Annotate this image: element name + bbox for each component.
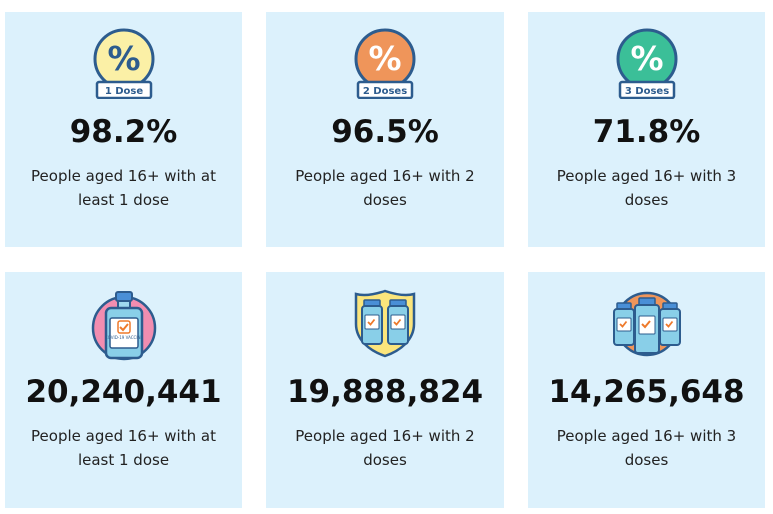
- badge-label: 2 Doses: [363, 86, 407, 97]
- vial-label: COVID-19 VACCINE: [104, 335, 143, 340]
- two-vials-shield-icon: [354, 289, 416, 358]
- stat-card-2-doses-percent: % 2 Doses 96.5% People aged 16+ with 2 d…: [266, 12, 504, 247]
- stat-value: 14,265,648: [548, 374, 745, 410]
- stat-value: 19,888,824: [286, 374, 484, 410]
- svg-text:%: %: [368, 39, 401, 78]
- stat-value: 71.8%: [592, 114, 701, 150]
- stat-value: 98.2%: [69, 114, 178, 150]
- svg-text:%: %: [630, 39, 663, 78]
- vaccine-illustration: COVID-19 VACCINE: [5, 288, 242, 362]
- stat-card-3-doses-percent: % 3 Doses 71.8% People aged 16+ with 3 d…: [528, 12, 765, 247]
- badge-label: 3 Doses: [624, 86, 668, 97]
- percent-badge: % 2 Doses: [266, 27, 504, 99]
- stat-description: People aged 16+ with 3 doses: [556, 427, 737, 469]
- three-vials-icon: [612, 291, 681, 357]
- percent-2-doses-icon: % 2 Doses: [354, 28, 416, 99]
- percent-1-dose-icon: % 1 Dose: [93, 28, 154, 99]
- stat-description: People aged 16+ with 2 doses: [295, 427, 475, 469]
- stat-card-1-dose-count: COVID-19 VACCINE 20,240,441 People aged …: [5, 272, 242, 508]
- stat-value: 20,240,441: [25, 374, 222, 410]
- percent-badge: % 3 Doses: [528, 27, 765, 99]
- single-vial-icon: COVID-19 VACCINE: [91, 291, 156, 361]
- svg-text:%: %: [107, 39, 140, 78]
- percent-3-doses-icon: % 3 Doses: [616, 28, 677, 99]
- stat-description: People aged 16+ with 2 doses: [295, 167, 475, 209]
- vaccine-illustration: [528, 288, 765, 358]
- badge-label: 1 Dose: [104, 86, 143, 97]
- vaccine-illustration: [266, 288, 504, 358]
- stat-description: People aged 16+ with at least 1 dose: [31, 427, 216, 469]
- stat-card-2-doses-count: 19,888,824 People aged 16+ with 2 doses: [266, 272, 504, 508]
- stat-card-1-dose-percent: % 1 Dose 98.2% People aged 16+ with at l…: [5, 12, 242, 247]
- stat-card-3-doses-count: 14,265,648 People aged 16+ with 3 doses: [528, 272, 765, 508]
- percent-badge: % 1 Dose: [5, 27, 242, 99]
- stat-description: People aged 16+ with 3 doses: [556, 167, 737, 209]
- stat-description: People aged 16+ with at least 1 dose: [31, 167, 216, 209]
- stat-value: 96.5%: [331, 114, 439, 150]
